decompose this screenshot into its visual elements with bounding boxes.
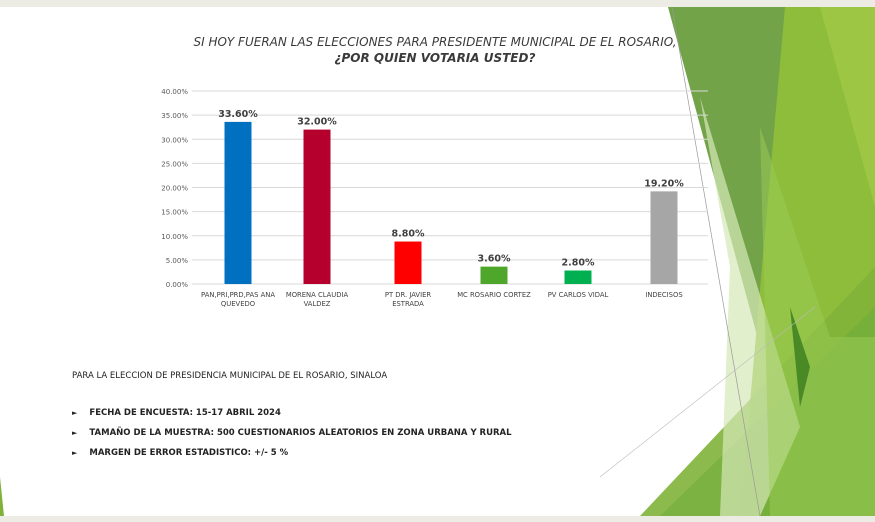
bar xyxy=(650,191,678,284)
bullet-muestra: TAMAÑO DE LA MUESTRA: 500 CUESTIONARIOS … xyxy=(89,428,512,438)
y-tick-label: 40.00% xyxy=(161,88,188,96)
y-tick-label: 25.00% xyxy=(161,160,188,168)
y-tick-label: 15.00% xyxy=(161,209,188,217)
y-tick-label: 10.00% xyxy=(161,233,188,241)
x-tick-label: QUEVEDO xyxy=(221,300,255,308)
x-tick-label: ESTRADA xyxy=(392,300,424,308)
x-tick-label: VALDEZ xyxy=(304,300,331,308)
data-label: 2.80% xyxy=(562,257,595,268)
green-decoration xyxy=(0,7,875,516)
y-tick-label: 20.00% xyxy=(161,185,188,193)
y-tick-label: 0.00% xyxy=(166,281,189,289)
bar xyxy=(224,121,252,284)
data-label: 19.20% xyxy=(644,178,684,189)
x-tick-label: INDECISOS xyxy=(645,291,682,299)
bullet-fecha: FECHA DE ENCUESTA: 15-17 ABRIL 2024 xyxy=(89,408,281,418)
triangle-right-icon: ► xyxy=(72,449,78,457)
x-tick-label: PAN,PRI,PRD,PAS ANA xyxy=(201,291,275,299)
y-tick-label: 35.00% xyxy=(161,112,188,120)
bar xyxy=(480,266,508,284)
data-label: 32.00% xyxy=(297,117,337,128)
data-label: 3.60% xyxy=(478,254,511,265)
bar xyxy=(303,129,331,284)
slide: SI HOY FUERAN LAS ELECCIONES PARA PRESID… xyxy=(0,7,875,516)
x-tick-label: PT DR. JAVIER xyxy=(385,291,431,299)
data-label: 33.60% xyxy=(218,109,258,120)
bullet-margen: MARGEN DE ERROR ESTADISTICO: +/- 5 % xyxy=(89,448,289,458)
data-label: 8.80% xyxy=(392,229,425,240)
y-tick-label: 5.00% xyxy=(166,257,189,265)
notes-heading: PARA LA ELECCION DE PRESIDENCIA MUNICIPA… xyxy=(72,371,388,381)
x-tick-label: MORENA CLAUDIA xyxy=(286,291,349,299)
x-tick-label: PV CARLOS VIDAL xyxy=(548,291,609,299)
chart-subtitle: ¿POR QUIEN VOTARIA USTED? xyxy=(334,51,536,65)
bar xyxy=(394,241,422,284)
chart-title: SI HOY FUERAN LAS ELECCIONES PARA PRESID… xyxy=(193,35,677,49)
x-tick-label: MC ROSARIO CORTEZ xyxy=(457,291,531,299)
triangle-right-icon: ► xyxy=(72,429,78,437)
bar-chart: 0.00% 5.00% 10.00% 15.00% 20.00% 25.00% 30.00%… xyxy=(161,88,708,308)
triangle-right-icon: ► xyxy=(72,409,78,417)
y-tick-label: 30.00% xyxy=(161,136,188,144)
bar xyxy=(564,270,592,284)
